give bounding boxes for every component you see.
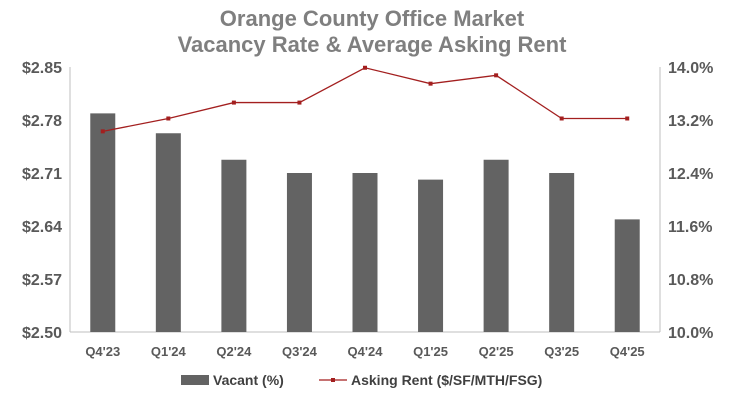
vacancy-bar [418, 179, 444, 332]
asking-rent-point [231, 100, 236, 105]
right-tick-label: 13.2% [668, 113, 713, 130]
legend-label-vacant: Vacant (%) [213, 372, 284, 388]
x-axis: Q4'23 Q1'24 Q2'24 Q3'24 Q4'24 Q1'25 Q2'25 Q3'25… [85, 344, 644, 359]
vacancy-bar [483, 159, 509, 332]
left-axis: $2.85 $2.78 $2.71 $2.64 $2.57 $2.50 [22, 60, 62, 342]
x-tick-label: Q4'23 [85, 344, 120, 359]
asking-rent-point [297, 100, 302, 105]
legend: Vacant (%) Asking Rent ($/SF/MTH/FSG) [181, 372, 542, 388]
x-tick-label: Q3'25 [544, 344, 579, 359]
x-tick-label: Q1'25 [413, 344, 448, 359]
left-tick-label: $2.64 [22, 219, 62, 236]
left-tick-label: $2.57 [22, 272, 62, 289]
chart-title-line-1: Orange County Office Market [219, 6, 525, 31]
right-tick-label: 10.0% [668, 325, 713, 342]
right-tick-label: 10.8% [668, 272, 713, 289]
legend-label-rent: Asking Rent ($/SF/MTH/FSG) [351, 372, 542, 388]
chart-title-line-2: Vacancy Rate & Average Asking Rent [177, 32, 567, 57]
asking-rent-point [166, 116, 171, 121]
vacancy-bar [614, 219, 640, 332]
right-tick-label: 11.6% [668, 219, 712, 236]
vacancy-bar [155, 133, 181, 332]
asking-rent-point [363, 65, 367, 70]
vacancy-bar [286, 173, 312, 332]
left-tick-label: $2.50 [22, 325, 62, 342]
right-tick-label: 14.0% [668, 60, 713, 77]
vacancy-bar [90, 113, 116, 332]
line-layer [100, 65, 630, 134]
left-tick-label: $2.78 [22, 113, 62, 130]
left-tick-label: $2.71 [22, 166, 62, 183]
asking-rent-point [428, 81, 433, 86]
x-tick-label: Q1'24 [151, 344, 187, 359]
x-tick-label: Q2'24 [216, 344, 252, 359]
asking-rent-point [100, 129, 105, 134]
vacancy-bar [352, 173, 378, 332]
right-axis: 14.0% 13.2% 12.4% 11.6% 10.8% 10.0% [668, 60, 713, 342]
x-tick-label: Q3'24 [282, 344, 318, 359]
legend-swatch-rent-marker [331, 378, 335, 382]
asking-rent-point [625, 116, 630, 121]
legend-swatch-vacant [181, 375, 209, 385]
bars-layer [90, 113, 640, 332]
x-tick-label: Q4'24 [348, 344, 384, 359]
right-tick-label: 12.4% [668, 166, 713, 183]
left-tick-label: $2.85 [22, 60, 62, 77]
x-tick-label: Q2'25 [479, 344, 514, 359]
asking-rent-line [102, 67, 628, 132]
vacancy-bar [549, 173, 575, 332]
asking-rent-point [494, 73, 499, 78]
asking-rent-point [559, 116, 564, 121]
x-tick-label: Q4'25 [610, 344, 645, 359]
vacancy-bar [221, 159, 247, 332]
